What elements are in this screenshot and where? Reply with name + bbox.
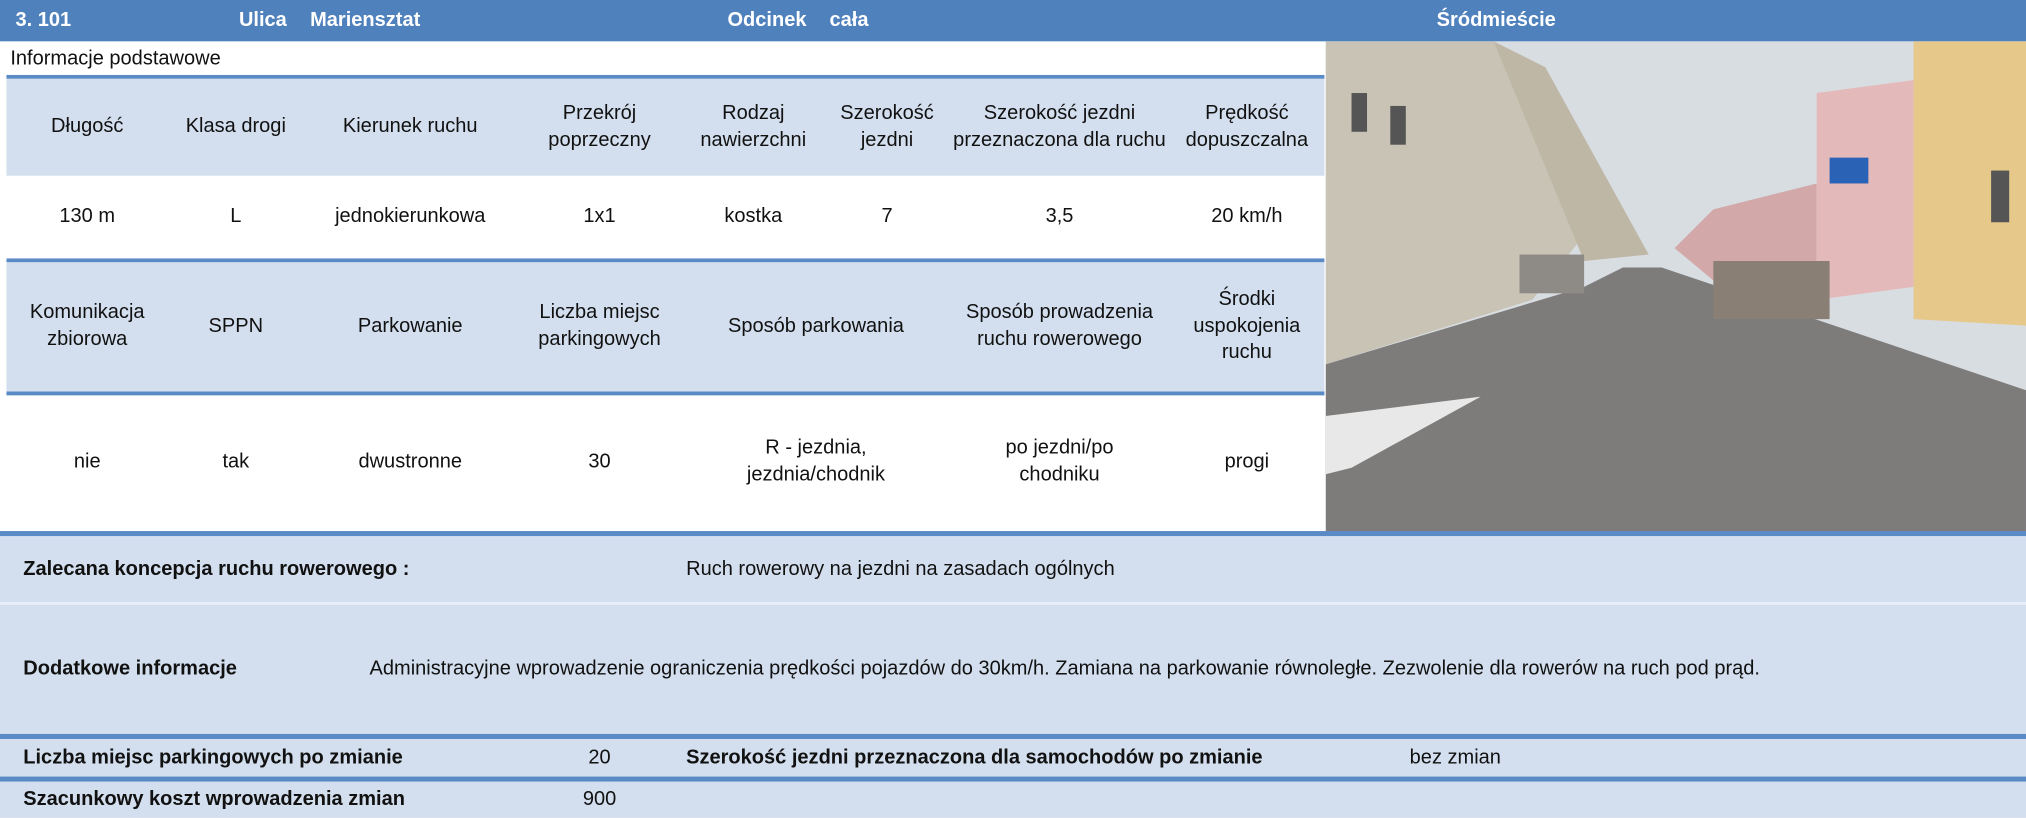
column-header: Prędkość dopuszczalna (1185, 101, 1309, 151)
row-bg (0, 604, 2026, 734)
rule (0, 776, 2026, 782)
header-bar (0, 0, 2026, 42)
column-header: Długość (51, 115, 124, 138)
row-bg (0, 536, 2026, 603)
value: Ruch rowerowy na jezdni na zasadach ogól… (686, 557, 1115, 580)
row-bg (0, 739, 2026, 777)
section-title: Informacje podstawowe (10, 47, 221, 70)
cell-value: progi (1224, 450, 1270, 473)
rule (0, 531, 2026, 537)
street-photo (1325, 41, 2026, 535)
row-bg (6, 78, 1325, 176)
rule (0, 602, 2026, 605)
column-header: Szerokość jezdni (840, 101, 934, 151)
column-header: Komunikacja zbiorowa (29, 301, 145, 351)
cell-value: 130 m (59, 204, 116, 227)
rule (6, 258, 1325, 263)
label: Zalecana koncepcja ruchu rowerowego : (23, 557, 410, 580)
cell-value: R - jezdnia, jezdnia/chodnik (746, 436, 885, 486)
district: Śródmieście (1436, 9, 1556, 32)
cell-value: L (230, 204, 242, 227)
column-header: Szerokość jezdni przeznaczona dla ruchu (953, 101, 1166, 151)
column-header: Rodzaj nawierzchni (700, 101, 807, 151)
row-bg (6, 262, 1325, 392)
column-header: Kierunek ruchu (342, 115, 478, 138)
rule (6, 391, 1325, 396)
value: Administracyjne wprowadzenie ograniczeni… (369, 657, 1760, 680)
cell-value: 3,5 (1045, 204, 1074, 227)
value: bez zmian (1409, 746, 1501, 769)
section: cała (829, 9, 869, 32)
cell-value: kostka (724, 204, 783, 227)
cell-value: nie (73, 450, 101, 473)
section-label: Odcinek (727, 9, 807, 32)
label: Szacunkowy koszt wprowadzenia zmian (23, 788, 405, 811)
column-header: Przekrój poprzeczny (548, 101, 651, 151)
column-header: Sposób prowadzenia ruchu rowerowego (965, 301, 1154, 351)
street-label: Ulica (238, 9, 287, 32)
row-bg (0, 781, 2026, 818)
number: 3. 101 (15, 9, 72, 32)
cell-value: 7 (881, 204, 893, 227)
label: Dodatkowe informacje (23, 657, 237, 680)
value: 900 (582, 788, 617, 811)
cell-value: tak (222, 450, 250, 473)
column-header: Liczba miejsc parkingowych (538, 301, 661, 351)
cell-value: po jezdni/po chodniku (1005, 436, 1114, 486)
cell-value: 30 (588, 450, 611, 473)
column-header: SPPN (208, 314, 264, 337)
cell-value: jednokierunkowa (335, 204, 486, 227)
column-header: Klasa drogi (185, 115, 286, 138)
rule (0, 733, 2026, 740)
value: 20 (588, 746, 611, 769)
street: Mariensztat (310, 9, 421, 32)
cell-value: 1x1 (583, 204, 616, 227)
rule (6, 74, 1325, 79)
cell-value: dwustronne (358, 450, 463, 473)
column-header: Środki uspokojenia ruchu (1193, 287, 1301, 364)
label: Szerokość jezdni przeznaczona dla samoch… (686, 746, 1263, 769)
column-header: Parkowanie (357, 314, 463, 337)
label: Liczba miejsc parkingowych po zmianie (23, 746, 403, 769)
cell-value: 20 km/h (1211, 204, 1283, 227)
column-header: Sposób parkowania (727, 314, 904, 337)
